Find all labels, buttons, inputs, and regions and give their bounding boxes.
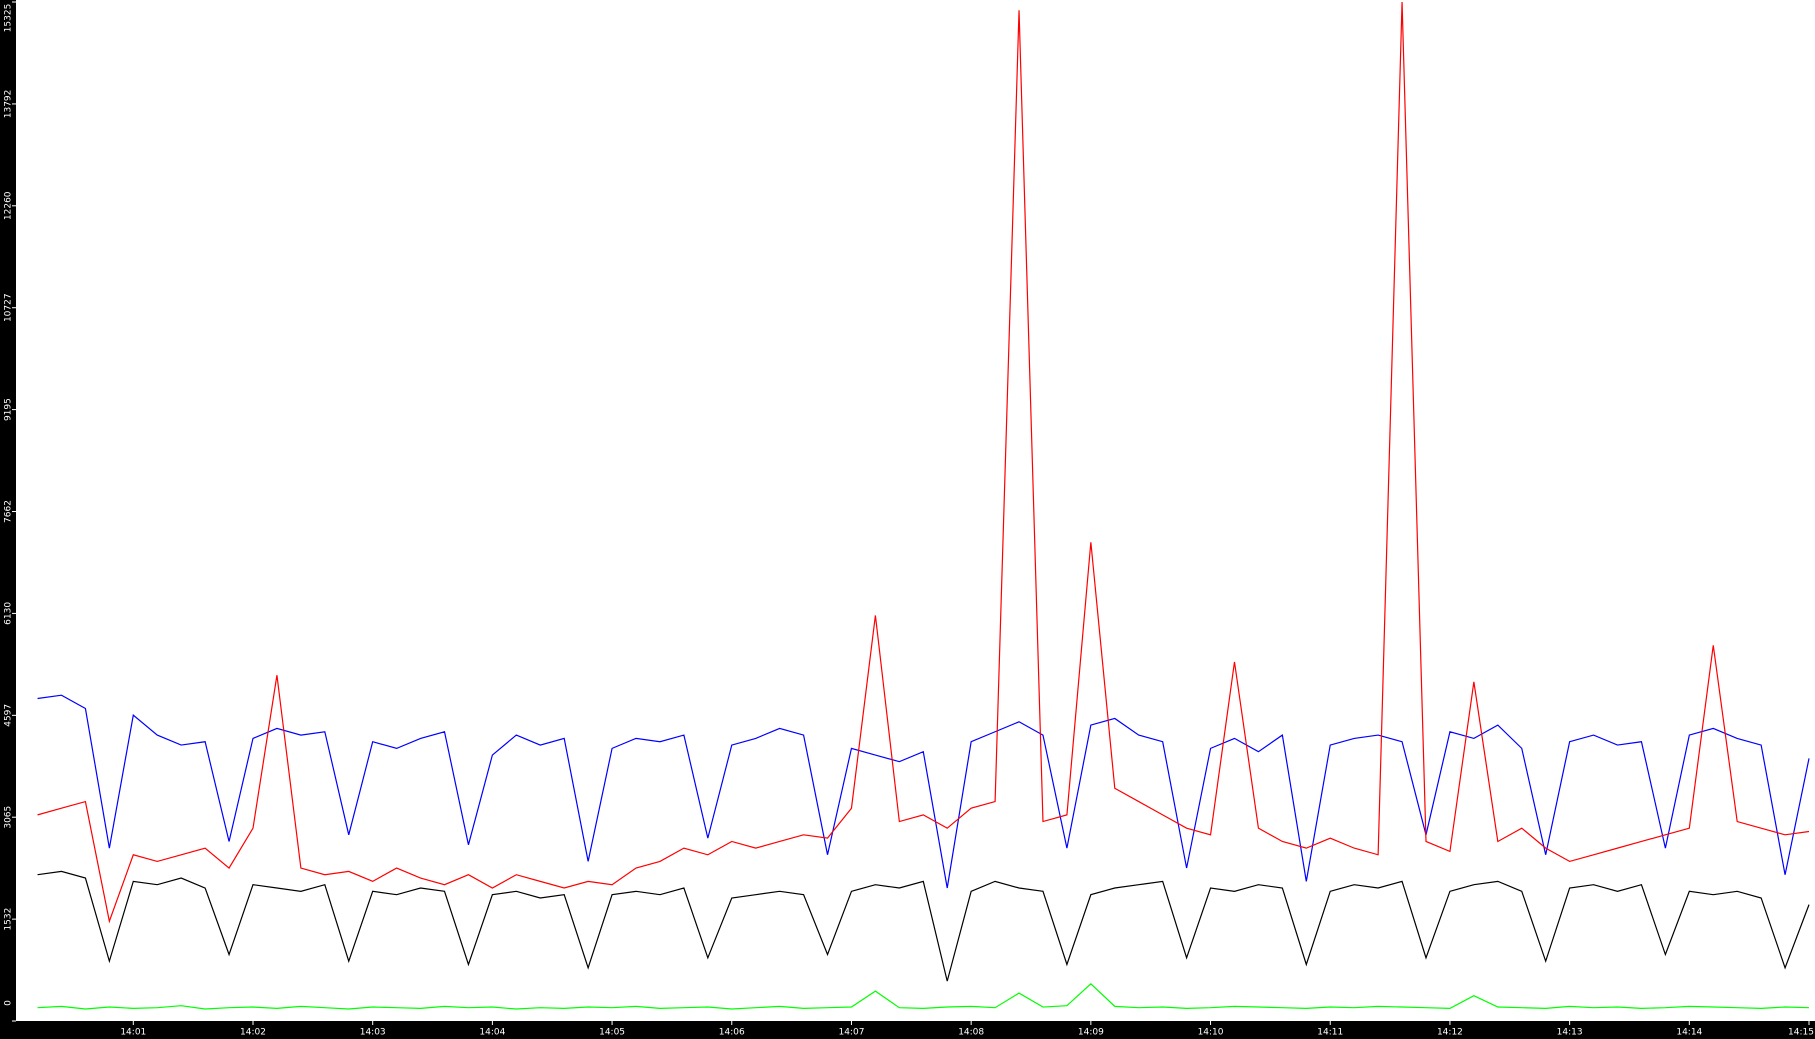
y-tick-label: 9195 [4,398,14,421]
series-line [37,694,1810,889]
y-tick-label: 12260 [4,191,14,220]
x-tick-label: 14:11 [1317,1028,1343,1038]
series-line [37,982,1810,1010]
y-tick-label: 1532 [4,908,14,931]
x-tick-label: 14:12 [1437,1028,1463,1038]
y-tick-label: 0 [4,1000,14,1006]
x-tick-label: 14:07 [838,1028,864,1038]
series-line [37,870,1810,982]
x-axis-strip [0,1021,1815,1039]
x-tick-label: 14:01 [120,1028,146,1038]
x-tick-label: 14:10 [1198,1028,1224,1038]
series-line [37,1,1810,924]
y-tick-label: 6130 [4,602,14,625]
x-tick-label: 14:06 [719,1028,745,1038]
y-tick-label: 4597 [4,704,14,727]
x-tick-label: 14:03 [360,1028,386,1038]
y-tick-label: 10727 [4,293,14,322]
y-tick-label: 3065 [4,806,14,829]
y-tick-label: 15325 [4,4,14,33]
x-tick-label: 14:14 [1676,1028,1702,1038]
x-tick-label: 14:04 [479,1028,505,1038]
y-tick-label: 13792 [4,90,14,119]
x-tick-label: 14:05 [599,1028,625,1038]
x-tick-label: 14:13 [1557,1028,1583,1038]
y-axis-strip [0,0,16,1039]
x-tick-label: 14:08 [958,1028,984,1038]
y-tick-label: 7662 [4,500,14,523]
x-tick-label: 14:09 [1078,1028,1104,1038]
x-tick-label: 14:15 [1788,1028,1814,1038]
x-tick-label: 14:02 [240,1028,266,1038]
